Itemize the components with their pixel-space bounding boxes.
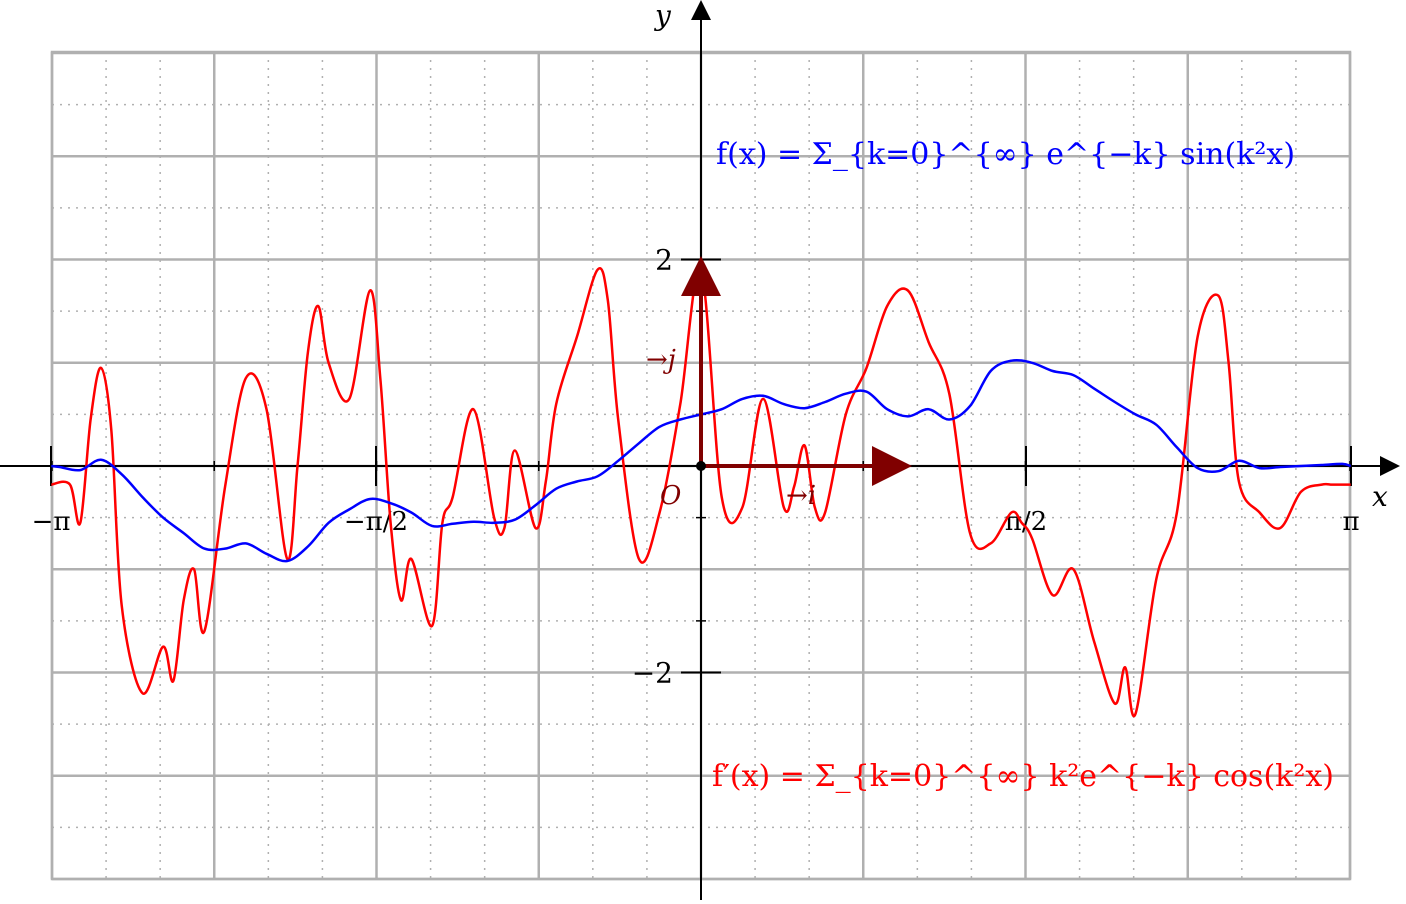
series-f-prime-line (51, 267, 1351, 718)
vector-i-label: →i (786, 481, 816, 511)
formula-f-prime: f′(x) = Σ_{k=0}^{∞} k²e^{−k} cos(k²x) (712, 759, 1334, 794)
unit-vectors: O →i →j (646, 256, 912, 511)
tick-marks: −π −π/2 π/2 π2−2 (32, 244, 1360, 690)
x-tick-label: −π (32, 507, 71, 537)
vector-j-label: →j (646, 345, 676, 375)
x-tick-label: π (1342, 507, 1359, 537)
origin-point (696, 461, 706, 471)
formula-f: f(x) = Σ_{k=0}^{∞} e^{−k} sin(k²x) (716, 137, 1295, 172)
y-tick-label: 2 (655, 244, 673, 277)
formula-labels: f(x) = Σ_{k=0}^{∞} e^{−k} sin(k²x) f′(x)… (712, 137, 1334, 794)
y-axis-label: y (653, 0, 672, 32)
x-axis-label: x (1372, 480, 1388, 513)
origin-label: O (660, 481, 681, 511)
y-tick-label: −2 (632, 657, 673, 690)
x-tick-label: −π/2 (344, 507, 408, 537)
